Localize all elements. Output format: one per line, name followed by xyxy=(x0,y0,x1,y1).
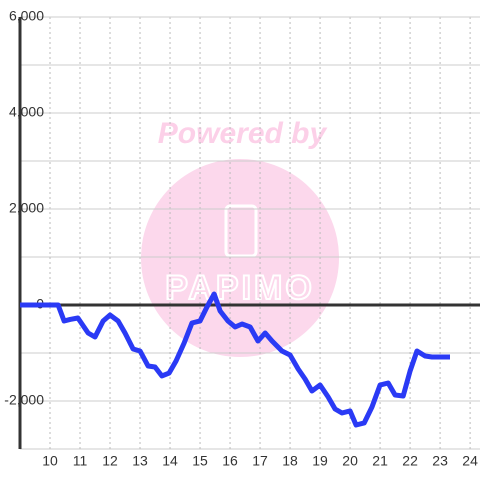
x-tick-label: 13 xyxy=(132,453,148,469)
x-tick-label: 22 xyxy=(402,453,418,469)
x-tick-label: 11 xyxy=(73,453,88,469)
x-tick-label: 16 xyxy=(222,453,238,469)
x-tick-label: 17 xyxy=(252,453,268,469)
watermark-brand: PAPIMO xyxy=(165,269,315,307)
x-tick-label: 18 xyxy=(282,453,298,469)
x-tick-label: 21 xyxy=(372,453,388,469)
y-tick-label: 4,000 xyxy=(9,104,44,120)
x-tick-label: 24 xyxy=(462,453,478,469)
x-tick-label: 10 xyxy=(42,453,58,469)
x-tick-label: 19 xyxy=(312,453,328,469)
y-tick-label: -2,000 xyxy=(4,392,44,408)
y-tick-label: 6,000 xyxy=(9,8,44,24)
watermark-text: Powered by xyxy=(158,117,328,150)
y-tick-label: 2,000 xyxy=(9,200,44,216)
data-line xyxy=(20,291,450,428)
x-tick-label: 20 xyxy=(342,453,358,469)
x-tick-label: 12 xyxy=(102,453,118,469)
x-tick-label: 14 xyxy=(162,453,178,469)
x-tick-label: 15 xyxy=(192,453,208,469)
x-tick-label: 23 xyxy=(432,453,448,469)
watermark-icon xyxy=(224,204,258,258)
